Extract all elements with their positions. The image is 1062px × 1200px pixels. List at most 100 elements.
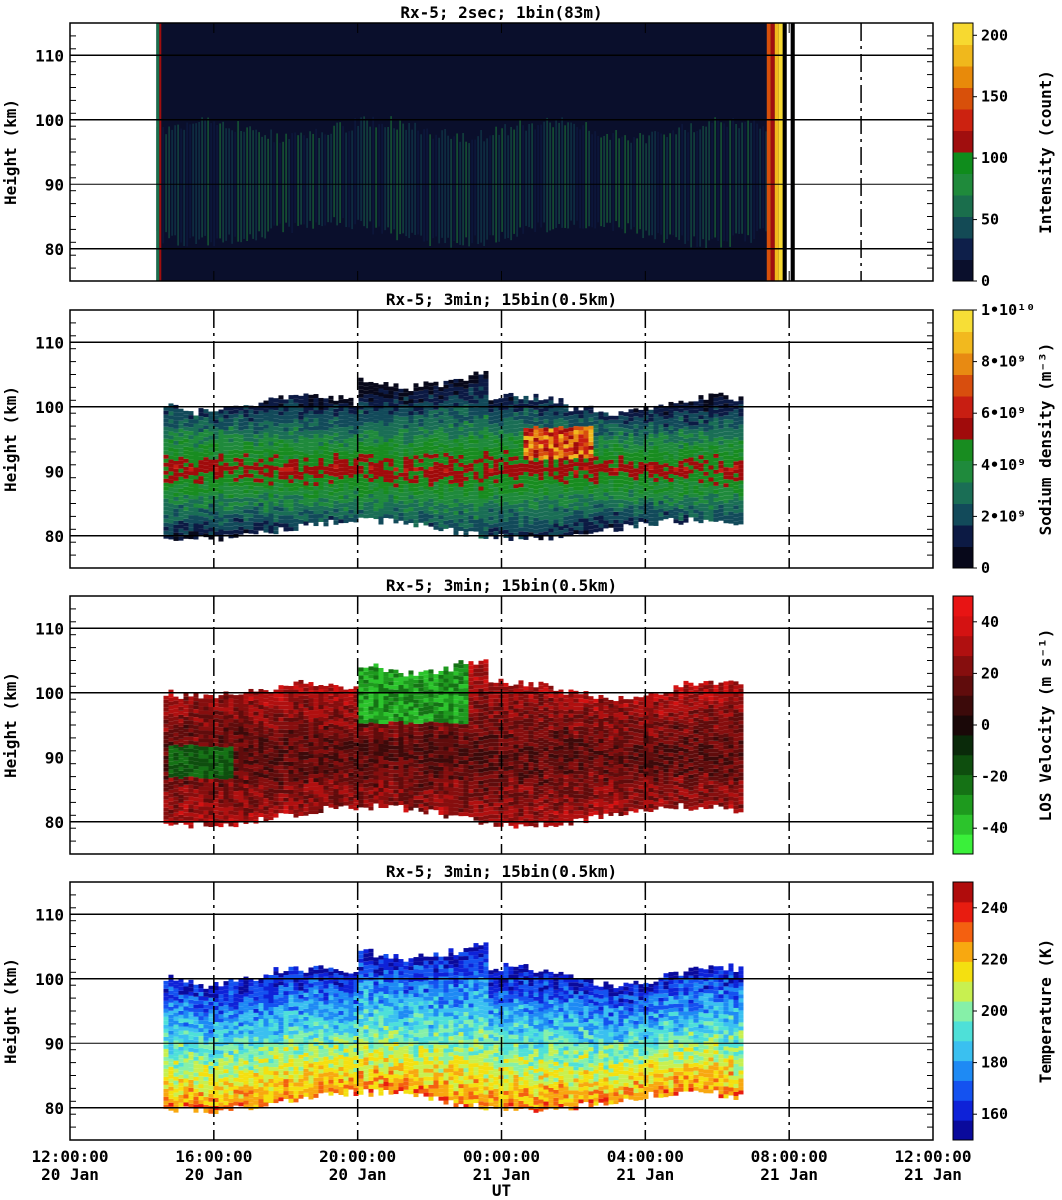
heatmap-cell <box>638 453 644 458</box>
heatmap-cell <box>353 486 359 491</box>
heatmap-cell <box>338 439 344 444</box>
heatmap-cell <box>188 515 194 520</box>
heatmap-cell <box>378 444 384 449</box>
heatmap-cell <box>193 527 199 532</box>
heatmap-cell <box>333 436 339 441</box>
heatmap-cell <box>298 451 304 456</box>
heatmap-cell <box>428 462 434 467</box>
heatmap-cell <box>553 495 559 500</box>
heatmap-cell <box>393 427 399 432</box>
heatmap-cell <box>728 403 734 408</box>
heatmap-cell <box>433 457 439 462</box>
heatmap-cell <box>178 710 184 715</box>
heatmap-cell <box>163 518 169 523</box>
heatmap-cell <box>713 421 719 426</box>
heatmap-cell <box>518 535 524 540</box>
heatmap-cell <box>718 428 724 433</box>
heatmap-cell <box>683 486 689 491</box>
heatmap-cell <box>513 484 519 489</box>
heatmap-cell <box>193 793 199 798</box>
heatmap-cell <box>258 490 264 495</box>
heatmap-cell <box>718 416 724 421</box>
heatmap-cell <box>708 425 714 430</box>
heatmap-cell <box>543 511 549 516</box>
heatmap-cell <box>538 444 544 449</box>
heatmap-cell <box>433 413 439 418</box>
heatmap-cell <box>663 411 669 416</box>
heatmap-cell <box>323 490 329 495</box>
heatmap-cell <box>658 420 664 425</box>
heatmap-cell <box>268 437 274 442</box>
y-tick-label: 90 <box>45 462 64 481</box>
heatmap-cell <box>423 501 429 506</box>
heatmap-cell <box>203 501 209 506</box>
profile-column <box>747 119 749 236</box>
heatmap-cell <box>228 450 234 455</box>
heatmap-cell <box>503 417 509 422</box>
heatmap-cell <box>458 474 464 479</box>
heatmap-cell <box>413 455 419 460</box>
heatmap-cell <box>328 483 334 488</box>
heatmap-cell <box>543 471 549 476</box>
heatmap-cell <box>608 419 614 424</box>
heatmap-cell <box>703 447 709 452</box>
heatmap-cell <box>548 536 554 541</box>
heatmap-cell <box>208 423 214 428</box>
heatmap-cell <box>483 450 489 455</box>
profile-column <box>270 129 272 229</box>
heatmap-cell <box>508 444 514 449</box>
heatmap-cell <box>308 494 314 499</box>
heatmap-cell <box>468 479 474 484</box>
heatmap-cell <box>218 787 224 792</box>
heatmap-cell <box>458 518 464 523</box>
heatmap-cell <box>728 431 734 436</box>
heatmap-cell <box>443 508 449 513</box>
heatmap-cell <box>638 437 644 442</box>
heatmap-cell <box>558 446 564 451</box>
heatmap-cell <box>558 502 564 507</box>
heatmap-cell <box>173 492 179 497</box>
heatmap-cell <box>728 447 734 452</box>
heatmap-cell <box>178 814 184 819</box>
heatmap-cell <box>343 451 349 456</box>
heatmap-cell <box>228 710 234 715</box>
heatmap-cell <box>258 789 264 794</box>
profile-column <box>204 120 206 236</box>
heatmap-cell <box>693 437 699 442</box>
heatmap-cell <box>183 486 189 491</box>
heatmap-cell <box>188 411 194 416</box>
heatmap-cell <box>168 817 174 822</box>
heatmap-cell <box>223 450 229 455</box>
heatmap-cell <box>368 445 374 450</box>
heatmap-cell <box>523 431 529 436</box>
heatmap-cell <box>538 476 544 481</box>
heatmap-cell <box>733 481 739 486</box>
heatmap-cell <box>453 518 459 523</box>
heatmap-cell <box>198 786 204 791</box>
heatmap-cell <box>558 442 564 447</box>
heatmap-cell <box>618 423 624 428</box>
heatmap-cell <box>163 779 169 784</box>
heatmap-cell <box>258 506 264 511</box>
heatmap-cell <box>708 485 714 490</box>
profile-column <box>696 130 698 247</box>
heatmap-cell <box>468 391 474 396</box>
heatmap-cell <box>698 399 704 404</box>
heatmap-cell <box>568 431 574 436</box>
heatmap-cell <box>198 778 204 783</box>
heatmap-cell <box>583 526 589 531</box>
heatmap-cell <box>693 457 699 462</box>
heatmap-cell <box>488 408 494 413</box>
heatmap-cell <box>288 487 294 492</box>
heatmap-cell <box>578 514 584 519</box>
heatmap-cell <box>168 777 174 782</box>
profile-column <box>327 134 329 223</box>
heatmap-cell <box>663 439 669 444</box>
heatmap-cell <box>638 445 644 450</box>
heatmap-cell <box>358 473 364 478</box>
heatmap-cell <box>713 397 719 402</box>
heatmap-cell <box>383 478 389 483</box>
heatmap-cell <box>198 508 204 513</box>
heatmap-cell <box>393 499 399 504</box>
heatmap-cell <box>493 427 499 432</box>
